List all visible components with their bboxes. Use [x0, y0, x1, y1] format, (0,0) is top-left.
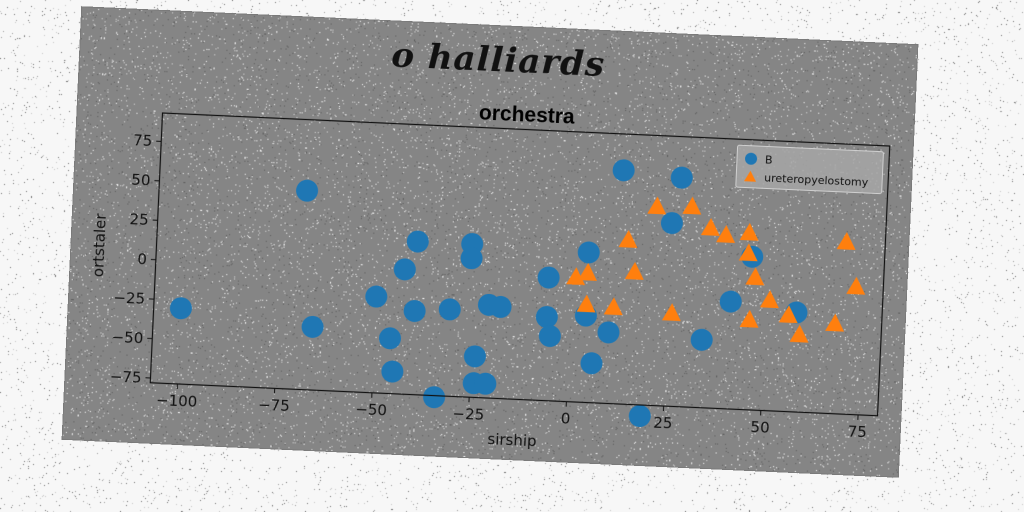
point-series-0: [690, 328, 713, 351]
point-series-1: [618, 230, 638, 248]
point-series-1: [778, 305, 798, 324]
point-series-0: [393, 258, 416, 281]
point-series-0: [169, 297, 192, 320]
x-tick-label: −75: [258, 396, 290, 415]
point-series-1: [566, 267, 586, 286]
point-series-0: [463, 345, 486, 368]
point-series-0: [580, 352, 603, 375]
x-tick-label: 50: [750, 418, 770, 437]
point-series-0: [537, 266, 560, 289]
y-axis-ticks: −75 −50 −25 0 25 50 75: [109, 131, 162, 387]
x-tick-label: 75: [847, 422, 867, 441]
y-tick-label: 0: [137, 250, 147, 268]
point-series-0: [670, 166, 693, 189]
point-series-0: [577, 241, 600, 264]
point-series-0: [460, 247, 483, 270]
point-series-1: [759, 290, 779, 309]
point-series-1: [739, 309, 759, 328]
legend-marker: [745, 152, 758, 165]
point-series-1: [624, 261, 644, 280]
point-series-0: [660, 212, 683, 235]
x-tick-label: −50: [355, 400, 387, 419]
point-series-0: [597, 321, 620, 344]
y-tick-label: 50: [131, 171, 151, 190]
point-series-1: [577, 263, 597, 281]
point-series-0: [365, 285, 388, 308]
point-series-0: [535, 305, 558, 328]
point-series-0: [301, 315, 324, 338]
point-series-1: [846, 276, 866, 295]
y-tick-label: 25: [129, 210, 149, 229]
x-tick-label: 0: [560, 409, 570, 427]
point-series-1: [738, 243, 758, 262]
point-series-1: [836, 232, 856, 250]
point-series-0: [381, 360, 404, 383]
axes-frame: [149, 112, 891, 417]
point-series-0: [296, 179, 319, 202]
point-series-1: [603, 297, 623, 316]
point-series-1: [789, 324, 809, 343]
legend-label: ureteropyelostomy: [764, 171, 869, 189]
point-series-0: [379, 327, 402, 350]
point-series-0: [474, 372, 497, 395]
y-tick-label: −25: [113, 288, 145, 307]
point-series-1: [576, 294, 596, 313]
y-tick-label: −50: [111, 328, 143, 347]
point-series-1: [661, 303, 681, 322]
legend-label: B: [765, 153, 773, 166]
plot-title: orchestra: [478, 101, 575, 128]
point-series-0: [489, 295, 512, 318]
point-series-1: [700, 218, 720, 236]
y-tick-label: −75: [109, 367, 141, 386]
x-tick-label: −100: [156, 391, 198, 411]
legend-marker: [744, 170, 757, 182]
point-series-0: [438, 298, 461, 321]
point-series-0: [719, 290, 742, 313]
point-series-0: [406, 230, 429, 253]
point-series-1: [716, 225, 736, 243]
x-tick-label: −25: [452, 404, 484, 423]
point-series-1: [739, 222, 759, 241]
scatter-plot: orchestra −100 −75 −50 −25 0 25 50 75 −75 −50 −25…: [89, 101, 891, 450]
point-series-1: [647, 196, 667, 215]
y-axis-label: ortstaler: [89, 212, 110, 277]
y-tick-label: 75: [133, 131, 153, 150]
point-series-0: [628, 405, 651, 428]
point-series-1: [682, 196, 702, 215]
legend-box: [735, 144, 884, 195]
point-series-1: [745, 267, 765, 286]
x-axis-label: sirship: [487, 430, 537, 450]
point-series-0: [538, 325, 561, 348]
x-tick-label: 25: [653, 414, 673, 433]
point-series-0: [423, 386, 446, 409]
point-series-1: [825, 313, 845, 332]
point-series-0: [612, 159, 635, 182]
figure-card: o halliards orchestra −100 −75 −50 −25 0 25 50…: [62, 7, 918, 477]
data-marks: [169, 159, 866, 428]
x-axis-ticks: −100 −75 −50 −25 0 25 50 75: [156, 383, 867, 441]
point-series-0: [403, 299, 426, 322]
